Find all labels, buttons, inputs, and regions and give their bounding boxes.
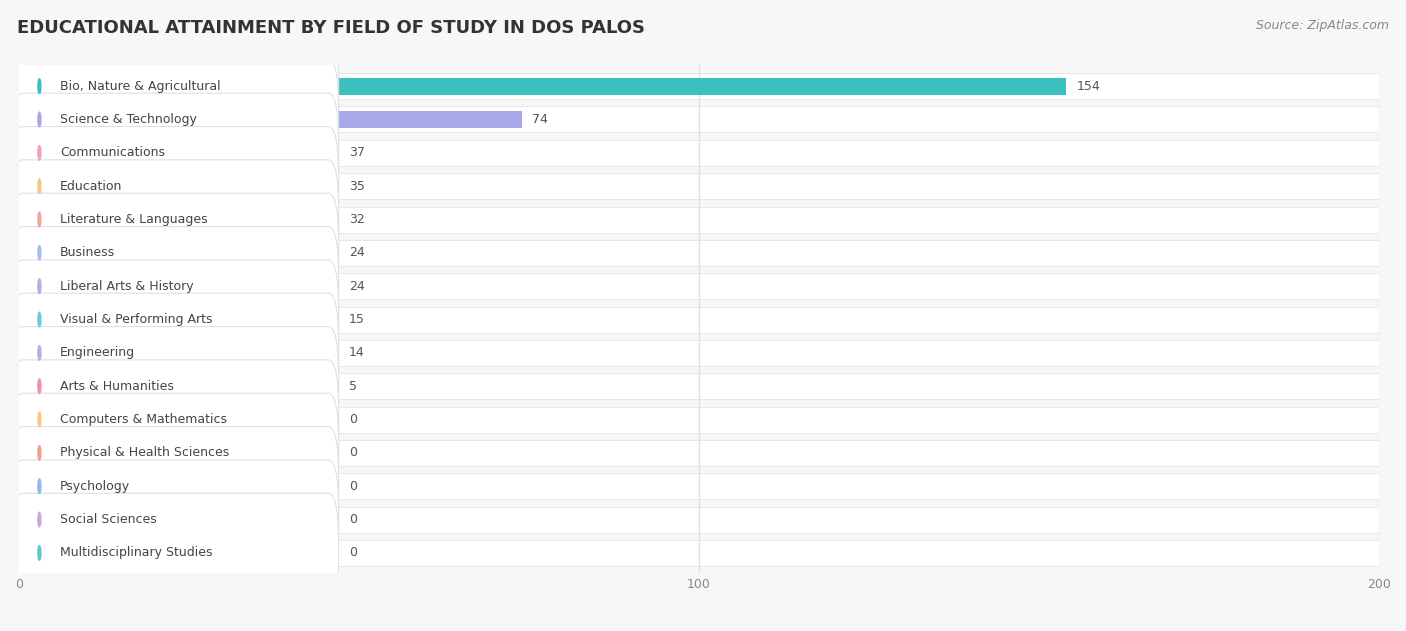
Circle shape [38,346,41,360]
FancyBboxPatch shape [20,173,1379,199]
Bar [20,278,183,295]
FancyBboxPatch shape [20,540,1379,566]
Text: Communications: Communications [60,146,165,160]
FancyBboxPatch shape [20,440,1379,466]
FancyBboxPatch shape [13,427,339,546]
Text: 154: 154 [1077,80,1101,93]
Circle shape [38,279,41,293]
FancyBboxPatch shape [20,273,1379,299]
FancyBboxPatch shape [13,360,339,479]
FancyBboxPatch shape [20,140,1379,166]
Text: Literature & Languages: Literature & Languages [60,213,208,226]
Text: 24: 24 [349,246,364,259]
Text: Physical & Health Sciences: Physical & Health Sciences [60,446,229,459]
FancyBboxPatch shape [20,406,1379,432]
FancyBboxPatch shape [13,460,339,579]
Circle shape [38,245,41,260]
FancyBboxPatch shape [20,107,1379,133]
FancyBboxPatch shape [13,260,339,379]
Text: Science & Technology: Science & Technology [60,113,197,126]
FancyBboxPatch shape [20,240,1379,266]
Text: Visual & Performing Arts: Visual & Performing Arts [60,313,212,326]
Text: 0: 0 [349,513,357,526]
Circle shape [38,79,41,93]
Text: Source: ZipAtlas.com: Source: ZipAtlas.com [1256,19,1389,32]
Text: Bio, Nature & Agricultural: Bio, Nature & Agricultural [60,80,221,93]
Bar [20,111,522,128]
Text: 0: 0 [349,480,357,493]
Text: 0: 0 [349,413,357,426]
Text: Liberal Arts & History: Liberal Arts & History [60,280,194,293]
Circle shape [38,512,41,527]
Text: 15: 15 [349,313,364,326]
Bar [20,244,183,261]
Bar [20,78,1066,95]
FancyBboxPatch shape [20,507,1379,533]
Text: Social Sciences: Social Sciences [60,513,156,526]
Circle shape [38,546,41,560]
FancyBboxPatch shape [20,73,1379,99]
Bar [20,211,236,228]
Text: Business: Business [60,246,115,259]
FancyBboxPatch shape [20,473,1379,499]
FancyBboxPatch shape [20,307,1379,333]
Text: Engineering: Engineering [60,346,135,360]
FancyBboxPatch shape [13,27,339,146]
FancyBboxPatch shape [20,373,1379,399]
Circle shape [38,146,41,160]
FancyBboxPatch shape [20,206,1379,232]
FancyBboxPatch shape [13,93,339,213]
Text: Multidisciplinary Studies: Multidisciplinary Studies [60,546,212,560]
Circle shape [38,112,41,127]
FancyBboxPatch shape [13,493,339,613]
FancyBboxPatch shape [13,293,339,413]
FancyBboxPatch shape [13,393,339,512]
Text: 14: 14 [349,346,364,360]
Bar [20,144,270,162]
Text: 0: 0 [349,446,357,459]
Circle shape [38,412,41,427]
Text: 74: 74 [533,113,548,126]
Circle shape [38,312,41,327]
Text: Education: Education [60,180,122,192]
FancyBboxPatch shape [13,160,339,279]
Bar [20,178,257,195]
Text: Computers & Mathematics: Computers & Mathematics [60,413,226,426]
Bar [20,378,53,395]
FancyBboxPatch shape [13,127,339,246]
Circle shape [38,179,41,194]
FancyBboxPatch shape [13,227,339,346]
FancyBboxPatch shape [13,193,339,312]
Circle shape [38,212,41,227]
Circle shape [38,445,41,460]
Text: 32: 32 [349,213,364,226]
Circle shape [38,379,41,394]
Text: 37: 37 [349,146,364,160]
Bar [20,311,121,328]
Text: 0: 0 [349,546,357,560]
FancyBboxPatch shape [20,340,1379,366]
Text: Psychology: Psychology [60,480,129,493]
Text: 24: 24 [349,280,364,293]
Text: Arts & Humanities: Arts & Humanities [60,380,174,392]
Text: 35: 35 [349,180,364,192]
FancyBboxPatch shape [13,327,339,446]
Bar [20,345,114,362]
Circle shape [38,479,41,493]
Text: EDUCATIONAL ATTAINMENT BY FIELD OF STUDY IN DOS PALOS: EDUCATIONAL ATTAINMENT BY FIELD OF STUDY… [17,19,645,37]
FancyBboxPatch shape [13,60,339,179]
Text: 5: 5 [349,380,357,392]
